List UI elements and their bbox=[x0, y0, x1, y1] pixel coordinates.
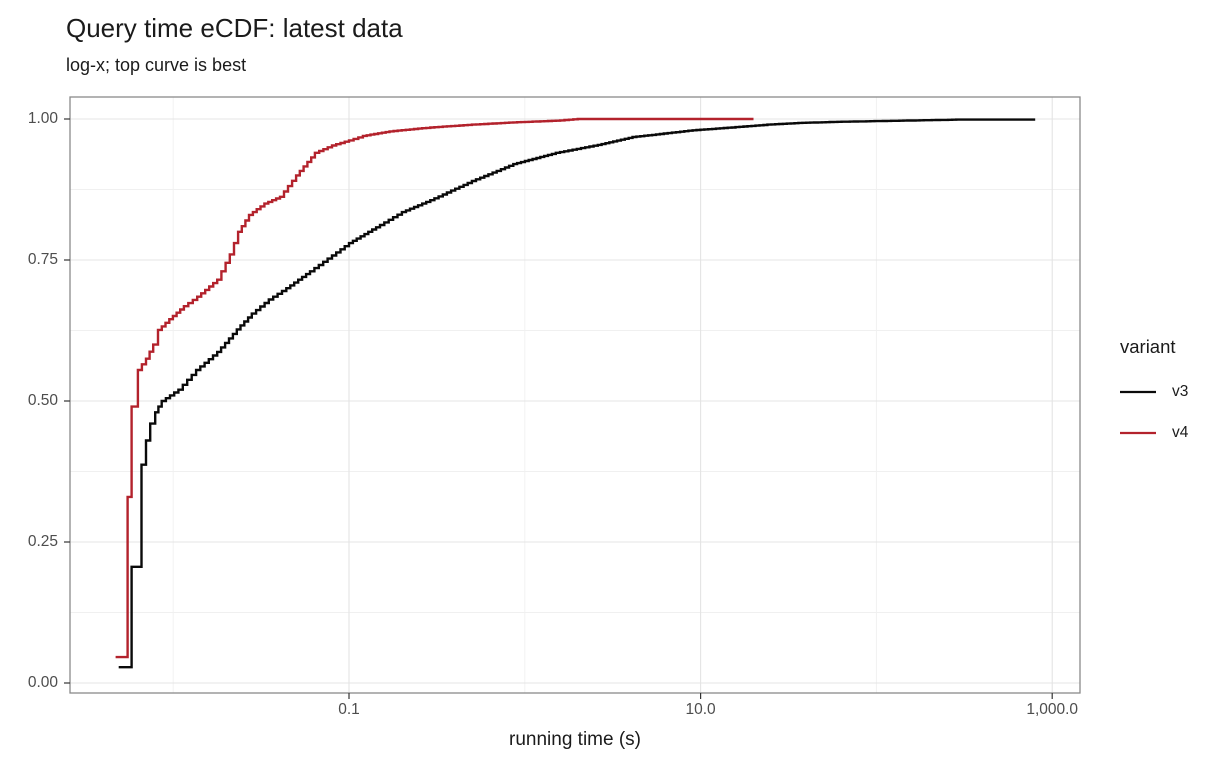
y-tick-label: 0.75 bbox=[27, 251, 58, 268]
legend-item-v4: v4 bbox=[1120, 423, 1188, 443]
legend: variant v3 v4 bbox=[1120, 336, 1188, 464]
chart-subtitle: log-x; top curve is best bbox=[66, 55, 247, 75]
legend-title: variant bbox=[1120, 336, 1176, 357]
legend-label: v4 bbox=[1172, 424, 1189, 441]
ecdf-curve-v3 bbox=[118, 118, 1036, 669]
legend-items: v3 v4 bbox=[1120, 382, 1188, 443]
y-tick-label: 1.00 bbox=[27, 110, 58, 127]
panel-border bbox=[69, 96, 1081, 694]
x-tick-label: 0.1 bbox=[338, 701, 360, 718]
legend-key-line-v4 bbox=[1120, 431, 1156, 435]
x-tick-label: 1,000.0 bbox=[1026, 701, 1079, 718]
chart-title: Query time eCDF: latest data bbox=[66, 13, 403, 43]
x-axis-title: running time (s) bbox=[509, 729, 641, 750]
y-tick-label: 0.50 bbox=[27, 392, 58, 409]
y-tick-label: 0.00 bbox=[27, 674, 58, 691]
ecdf-curve-v4 bbox=[115, 117, 754, 659]
legend-label: v3 bbox=[1172, 383, 1189, 400]
legend-item-v3: v3 bbox=[1120, 382, 1188, 402]
x-tick-label: 10.0 bbox=[685, 701, 716, 718]
y-tick-label: 0.25 bbox=[27, 533, 58, 550]
legend-key-line-v3 bbox=[1120, 390, 1156, 394]
